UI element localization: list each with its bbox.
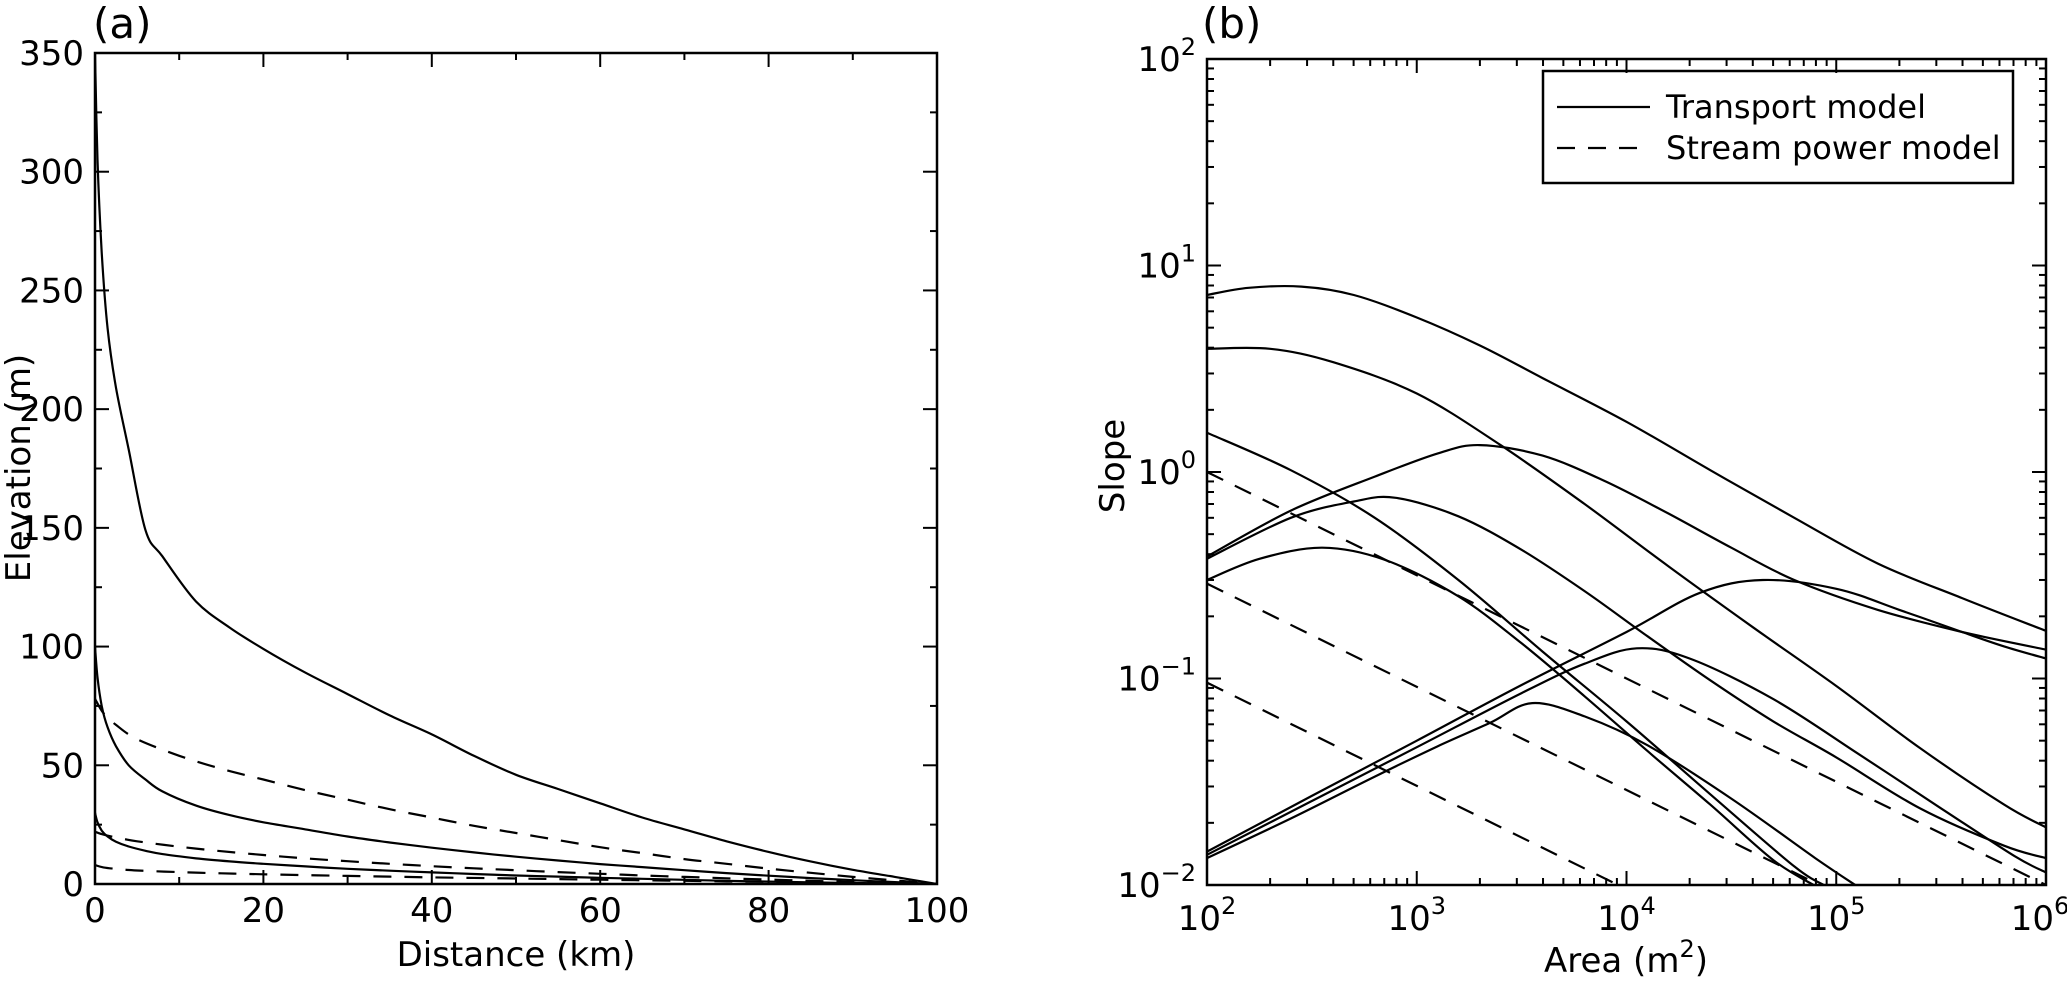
x-tick-label: 106: [2011, 892, 2067, 939]
transport-sa-decline-2: [1207, 346, 2046, 829]
transport-sa-decline-3: [1207, 431, 1827, 885]
stream-power-sa-2: [1207, 582, 1820, 885]
curves-a: [95, 53, 937, 884]
x-tick-label: 103: [1387, 892, 1446, 939]
plot-box-a: [93, 51, 939, 886]
x-tick-label: 105: [1807, 892, 1866, 939]
legend-label-transport: Transport model: [1665, 88, 1926, 126]
legend-box: [1541, 69, 2015, 185]
x-axis-label-b-close: ): [1695, 941, 1708, 981]
stream-power-sa-1: [1207, 471, 2046, 885]
x-tick-label: 104: [1597, 892, 1656, 939]
x-tick-label: 100: [905, 891, 970, 931]
x-tick-label: 80: [747, 891, 790, 931]
transport-sa-hump-upper-1: [1207, 443, 2046, 651]
y-tick-label: 150: [19, 509, 84, 549]
y-tick-label: 50: [41, 746, 84, 786]
stream-power-profile-3: [95, 863, 937, 884]
y-tick-label: 250: [19, 271, 84, 311]
x-axis-label-b-base: Area (m: [1544, 941, 1679, 981]
y-tick-label: 102: [1137, 33, 1196, 80]
x-tick-label: 20: [242, 891, 285, 931]
y-tick-label: 350: [19, 34, 84, 74]
transport-sa-hump-lower-3: [1207, 701, 1858, 885]
x-axis-label-b: Area (m2): [1544, 935, 1708, 981]
stream-power-profile-1: [95, 698, 937, 884]
y-axis-label-b: Slope: [1093, 419, 1133, 513]
x-tick-label: 40: [410, 891, 453, 931]
ticks-b: [1206, 58, 2047, 886]
stream-power-profile-2: [95, 830, 937, 884]
transport-sa-hump-upper-2: [1207, 495, 2046, 860]
y-tick-label: 10−2: [1117, 859, 1196, 906]
x-axis-label-a: Distance (km): [397, 935, 636, 975]
y-tick-label: 0: [62, 865, 84, 905]
transport-sa-hump-lower-2: [1207, 647, 2046, 874]
ticks-a: [94, 52, 938, 885]
transport-sa-decline-1: [1207, 284, 2046, 632]
panel-a-title: (a): [93, 0, 152, 48]
tick-labels-a: 0 20 40 60 80 100 0 50 100 150 200 250 300 350: [19, 34, 969, 931]
y-tick-label: 200: [19, 390, 84, 430]
legend: Transport model Stream power model: [1541, 69, 2015, 185]
x-tick-label: 102: [1178, 892, 1237, 939]
y-tick-label: 101: [1137, 240, 1196, 287]
x-axis-label-b-sup: 2: [1679, 935, 1694, 963]
y-tick-label: 10−1: [1117, 653, 1196, 700]
transport-sa-hump-upper-3: [1207, 546, 1816, 885]
transport-sa-hump-lower-1: [1207, 578, 2046, 853]
x-tick-label: 0: [84, 891, 106, 931]
legend-label-stream-power: Stream power model: [1666, 129, 2001, 167]
panel-a: 0 20 40 60 80 100 0 50 100 150 200 250 300 350 (a) Di…: [0, 0, 969, 975]
x-tick-label: 60: [579, 891, 622, 931]
tick-labels-b: 102 103 104 105 106 102 101 100 10−1 10−2: [1117, 33, 2067, 939]
stream-power-sa-3: [1207, 681, 1619, 885]
panel-b: 102 103 104 105 106 102 101 100 10−1 10−2 (b) Are…: [1093, 0, 2067, 981]
curves-b: [1207, 284, 2046, 885]
y-tick-label: 100: [19, 628, 84, 668]
y-axis-label-a: Elevation (m): [0, 354, 39, 582]
y-tick-label: 300: [19, 153, 84, 193]
y-tick-label: 100: [1137, 446, 1196, 493]
transport-profile-2: [95, 646, 937, 884]
panel-b-title: (b): [1202, 0, 1261, 48]
transport-profile-1: [95, 53, 937, 884]
